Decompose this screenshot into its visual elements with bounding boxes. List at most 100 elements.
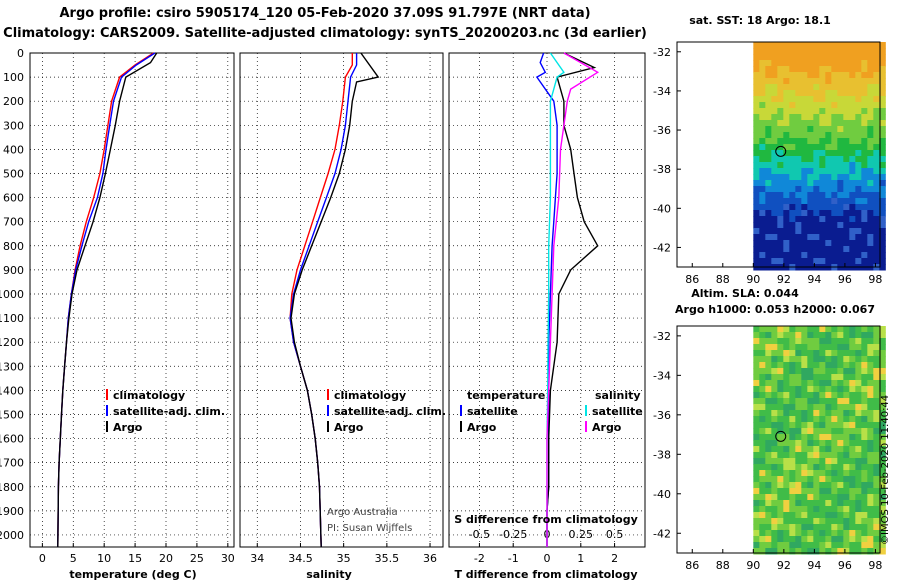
- sst-map-cell: [771, 54, 778, 61]
- sla-map-cell: [807, 452, 814, 459]
- sst-map-cell: [831, 234, 838, 241]
- sst-map-cell: [867, 222, 874, 229]
- sst-map-cell: [843, 234, 850, 241]
- sla-map-cell: [861, 356, 868, 363]
- sst-map-cell: [795, 252, 802, 259]
- depth-tick-label: 800: [3, 240, 24, 253]
- sla-map-cell: [849, 512, 856, 519]
- sst-map-cell: [855, 186, 862, 193]
- sla-map-cell: [861, 374, 868, 381]
- sla-map-cell: [765, 530, 772, 537]
- sst-map-cell: [849, 72, 856, 79]
- sla-map-cell: [813, 350, 820, 357]
- sst-map-cell: [771, 120, 778, 127]
- sst-map-cell: [777, 222, 784, 229]
- sst-map-cell: [771, 144, 778, 151]
- sla-map-cell: [837, 464, 844, 471]
- sst-map-cell: [777, 144, 784, 151]
- sla-map-cell: [867, 434, 874, 441]
- sla-map-cell: [813, 470, 820, 477]
- sst-map-cell: [753, 228, 760, 235]
- sla-map-cell: [879, 512, 886, 519]
- difference-xtick-label: -1: [508, 552, 519, 565]
- sst-map-cell: [765, 78, 772, 85]
- sla-map-cell: [867, 398, 874, 405]
- sla-map-xtick-label: 96: [838, 559, 852, 572]
- depth-tick-label: 2000: [0, 529, 24, 542]
- sla-map-cell: [837, 542, 844, 549]
- sla-map-cell: [861, 512, 868, 519]
- sst-map-cell: [879, 84, 886, 91]
- depth-tick-label: 1500: [0, 408, 24, 421]
- sla-map-cell: [783, 332, 790, 339]
- sst-map-cell: [825, 54, 832, 61]
- sla-map-cell: [783, 434, 790, 441]
- sla-map-cell: [795, 470, 802, 477]
- sst-map-cell: [855, 96, 862, 103]
- sla-map-cell: [753, 356, 760, 363]
- sst-map-cell: [831, 240, 838, 247]
- sst-map-cell: [807, 96, 814, 103]
- sla-map-cell: [849, 434, 856, 441]
- sst-map-cell: [771, 192, 778, 199]
- sst-map-cell: [753, 162, 760, 169]
- sla-map-cell: [861, 440, 868, 447]
- sla-map-cell: [759, 476, 766, 483]
- sla-map-cell: [861, 452, 868, 459]
- sla-map-cell: [807, 476, 814, 483]
- sst-map-cell: [753, 144, 760, 151]
- sla-map-cell: [795, 440, 802, 447]
- sla-map-cell: [825, 458, 832, 465]
- sla-map-cell: [813, 422, 820, 429]
- sla-map-cell: [867, 332, 874, 339]
- diff-legend-t-sat: satellite: [467, 405, 518, 418]
- sst-map-cell: [867, 54, 874, 61]
- sst-map-cell: [771, 84, 778, 91]
- sst-map-cell: [849, 216, 856, 223]
- sla-map-cell: [879, 410, 886, 417]
- sla-map-cell: [819, 422, 826, 429]
- sla-map-cell: [789, 542, 796, 549]
- sla-map-cell: [771, 404, 778, 411]
- sst-map-cell: [855, 180, 862, 187]
- sst-map-cell: [753, 132, 760, 139]
- difference-s-tick-label: 0.25: [569, 528, 594, 541]
- sla-map-cell: [759, 374, 766, 381]
- depth-tick-label: 100: [3, 71, 24, 84]
- sla-map-cell: [759, 500, 766, 507]
- sst-map-cell: [807, 168, 814, 175]
- sla-map-cell: [789, 458, 796, 465]
- sst-map-cell: [783, 216, 790, 223]
- sla-map-cell: [783, 440, 790, 447]
- sst-map-cell: [795, 168, 802, 175]
- sst-map-cell: [789, 138, 796, 145]
- sla-map-cell: [777, 482, 784, 489]
- sla-map-cell: [825, 362, 832, 369]
- sla-map-cell: [753, 434, 760, 441]
- sst-map-cell: [783, 210, 790, 217]
- sla-map-cell: [753, 350, 760, 357]
- depth-tick-label: 700: [3, 216, 24, 229]
- sst-map-cell: [783, 156, 790, 163]
- sst-map-cell: [771, 252, 778, 259]
- sla-map-cell: [759, 482, 766, 489]
- sla-map-cell: [765, 536, 772, 543]
- sst-map-cell: [783, 126, 790, 133]
- sla-map-cell: [753, 518, 760, 525]
- sst-map-cell: [837, 204, 844, 211]
- sst-map-cell: [765, 60, 772, 67]
- sla-map-cell: [843, 410, 850, 417]
- sst-map-cell: [855, 108, 862, 115]
- sla-map-cell: [795, 482, 802, 489]
- sst-map-cell: [837, 156, 844, 163]
- sst-map-cell: [795, 60, 802, 67]
- sla-map-cell: [789, 386, 796, 393]
- sla-map-cell: [789, 518, 796, 525]
- sst-map-cell: [807, 144, 814, 151]
- sst-map-cell: [831, 96, 838, 103]
- sla-map-cell: [789, 464, 796, 471]
- sst-map-cell: [753, 120, 760, 127]
- sla-map-cell: [807, 362, 814, 369]
- sla-map-cell: [807, 464, 814, 471]
- sla-map-cell: [777, 500, 784, 507]
